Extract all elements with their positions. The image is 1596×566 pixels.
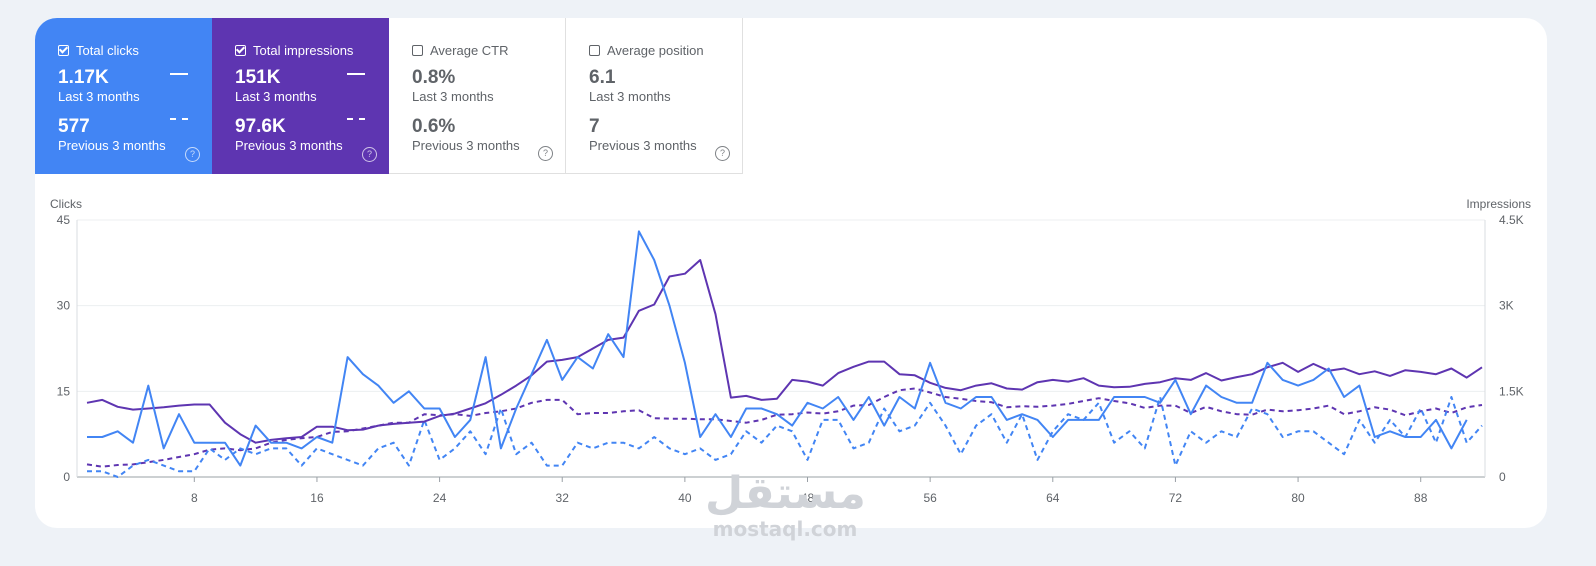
gridlines — [76, 219, 1486, 478]
metric-period: Last 3 months — [235, 89, 317, 104]
left-tick-label: 15 — [57, 384, 71, 398]
metric-label: Total impressions — [253, 42, 354, 58]
right-axis-title: Impressions — [1466, 197, 1531, 211]
left-tick-label: 45 — [57, 213, 71, 227]
x-tick-label: 24 — [433, 491, 447, 505]
x-axis-ticks: 8 16 24 32 40 48 56 64 72 80 88 — [191, 477, 1428, 505]
metric-total-impressions[interactable]: Total impressions 151K Last 3 months 97.… — [212, 18, 389, 174]
metric-prev-period: Previous 3 months — [235, 138, 343, 153]
left-axis-title: Clicks — [50, 197, 82, 211]
metric-prev-value: 0.6% — [412, 116, 456, 137]
right-tick-label: 0 — [1499, 470, 1506, 484]
right-tick-label: 1.5K — [1499, 384, 1524, 398]
checkbox-checked-icon[interactable] — [58, 43, 69, 56]
help-icon[interactable]: ? — [538, 146, 553, 161]
metric-period: Last 3 months — [589, 89, 671, 104]
x-tick-label: 80 — [1291, 491, 1305, 505]
series-lines — [86, 230, 1483, 478]
metric-tabs: Total clicks 1.17K Last 3 months 577 Pre… — [35, 18, 743, 174]
performance-chart[interactable]: Clicks Impressions 0 15 30 45 0 1.5K 3K 4.5K 8… — [35, 18, 1547, 528]
dashed-line-legend-icon — [170, 118, 188, 120]
left-axis-ticks: 0 15 30 45 — [57, 213, 71, 484]
metric-prev-period: Previous 3 months — [58, 138, 166, 153]
help-icon[interactable]: ? — [362, 147, 377, 162]
x-tick-label: 40 — [678, 491, 692, 505]
metric-period: Last 3 months — [58, 89, 140, 104]
metric-value: 6.1 — [589, 67, 616, 88]
metric-prev-value: 7 — [589, 116, 600, 137]
metric-prev-period: Previous 3 months — [589, 138, 697, 153]
metric-value: 1.17K — [58, 67, 109, 88]
metric-value: 151K — [235, 67, 281, 88]
x-tick-label: 72 — [1169, 491, 1183, 505]
right-tick-label: 3K — [1499, 299, 1514, 313]
right-tick-label: 4.5K — [1499, 213, 1524, 227]
x-tick-label: 56 — [923, 491, 937, 505]
left-tick-label: 0 — [63, 470, 70, 484]
right-axis-ticks: 0 1.5K 3K 4.5K — [1499, 213, 1524, 484]
help-icon[interactable]: ? — [185, 147, 200, 162]
metric-header: Average CTR — [412, 42, 565, 58]
left-tick-label: 30 — [57, 299, 71, 313]
series-line-total-clicks-previous — [87, 396, 1483, 478]
metric-period: Last 3 months — [412, 89, 494, 104]
solid-line-legend-icon — [347, 73, 365, 75]
performance-card: Total clicks 1.17K Last 3 months 577 Pre… — [35, 18, 1547, 528]
metric-prev-value: 577 — [58, 116, 90, 137]
series-line-total-clicks — [87, 230, 1468, 467]
dashed-line-legend-icon — [347, 118, 365, 120]
checkbox-unchecked-icon[interactable] — [589, 44, 600, 56]
metric-header: Average position — [589, 42, 742, 58]
metric-label: Average position — [607, 42, 704, 58]
metric-label: Total clicks — [76, 42, 139, 58]
series-line-total-impressions-previous — [86, 387, 1483, 468]
x-tick-label: 32 — [556, 491, 570, 505]
help-icon[interactable]: ? — [715, 146, 730, 161]
x-tick-label: 64 — [1046, 491, 1060, 505]
x-tick-label: 8 — [191, 491, 198, 505]
x-tick-label: 16 — [310, 491, 324, 505]
metric-header: Total impressions — [235, 42, 389, 58]
x-tick-label: 88 — [1414, 491, 1428, 505]
metric-label: Average CTR — [430, 42, 509, 58]
solid-line-legend-icon — [170, 73, 188, 75]
checkbox-unchecked-icon[interactable] — [412, 44, 423, 56]
metric-total-clicks[interactable]: Total clicks 1.17K Last 3 months 577 Pre… — [35, 18, 212, 174]
x-tick-label: 48 — [801, 491, 815, 505]
metric-header: Total clicks — [58, 42, 212, 58]
metric-prev-value: 97.6K — [235, 116, 286, 137]
checkbox-checked-icon[interactable] — [235, 43, 246, 56]
series-line-total-impressions — [86, 259, 1483, 444]
metric-average-ctr[interactable]: Average CTR 0.8% Last 3 months 0.6% Prev… — [389, 18, 566, 174]
metric-average-position[interactable]: Average position 6.1 Last 3 months 7 Pre… — [566, 18, 743, 174]
metric-prev-period: Previous 3 months — [412, 138, 520, 153]
metric-value: 0.8% — [412, 67, 456, 88]
